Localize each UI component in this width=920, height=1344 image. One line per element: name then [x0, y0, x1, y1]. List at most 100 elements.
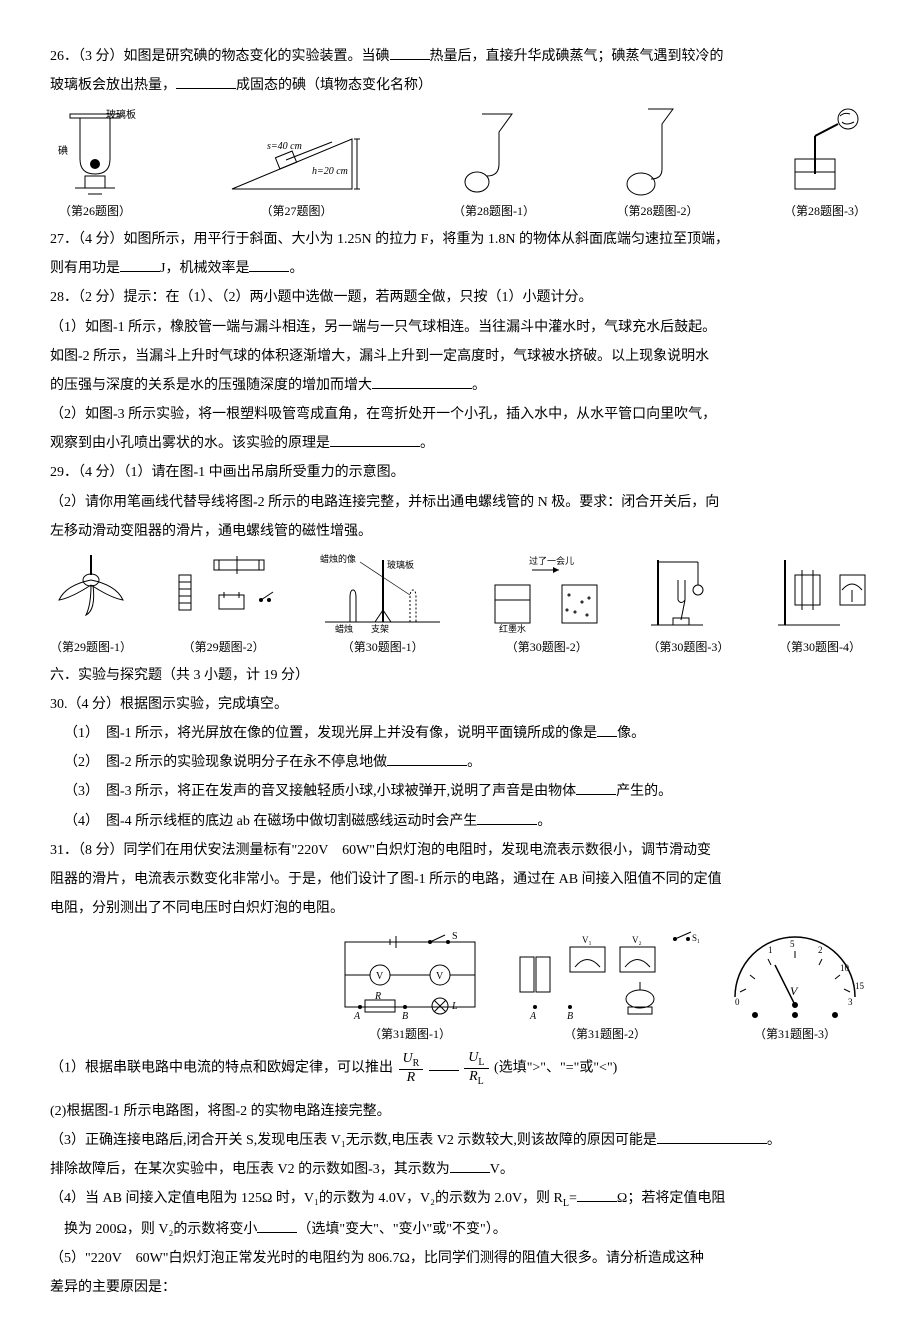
q28-l3: 如图-2 所示，当漏斗上升时气球的体积逐渐增大，漏斗上升到一定高度时，气球被水挤…	[50, 344, 870, 369]
q31b-blank3[interactable]	[657, 1129, 767, 1144]
fig-28-1: （第28题图-1）	[453, 104, 535, 223]
fig30-4-caption: （第30题图-4）	[779, 637, 861, 659]
q26-line1: 26．（3 分）如图是研究碘的物态变化的实验装置。当碘热量后，直接升华成碘蒸气；…	[50, 44, 870, 69]
q28-blank1[interactable]	[372, 374, 472, 389]
svg-text:红墨水: 红墨水	[499, 623, 526, 634]
svg-text:15: 15	[855, 981, 865, 991]
q27-tb: 则有用功是	[50, 261, 120, 276]
q31b-8: 差异的主要原因是：	[50, 1275, 870, 1300]
q31b-4b: V。	[490, 1162, 514, 1177]
q31b-5a: （4）当 AB 间接入定值电阻为 125Ω 时，V₁的示数为 4.0V，V₂的示…	[50, 1191, 563, 1206]
svg-text:R: R	[374, 991, 381, 1002]
fig31-1-caption: （第31题图-1）	[369, 1024, 451, 1046]
svg-text:蜡烛: 蜡烛	[335, 623, 353, 634]
q28-l6b: 。	[420, 436, 434, 451]
q28-blank2[interactable]	[330, 432, 420, 447]
q28-l5: （2）如图-3 所示实验，将一根塑料吸管弯成直角，在弯折处开一个小孔，插入水中，…	[50, 402, 870, 427]
q30-3b: 产生的。	[616, 784, 672, 799]
frac-ur-r: UR R	[399, 1051, 424, 1085]
q27-line1: 27．（4 分）如图所示，用平行于斜面、大小为 1.25N 的拉力 F，将重为 …	[50, 227, 870, 252]
rl-sub: L	[478, 1076, 484, 1087]
physical-circuit-icon: V₁ V₂ S₁ AB	[510, 927, 700, 1022]
q30-blank2[interactable]	[387, 751, 467, 766]
q28-l4: 的压强与深度的关系是水的压强随深度的增加而增大。	[50, 373, 870, 398]
fig-31-2: V₁ V₂ S₁ AB （第31题图-2）	[510, 927, 700, 1046]
q30-3a: （3） 图-3 所示，将正在发声的音叉接触轻质小球,小球被弹开,说明了声音是由物…	[64, 784, 576, 799]
q30-blank1[interactable]	[597, 722, 617, 737]
frac-ul-rl: UL RL	[464, 1050, 488, 1087]
ul-n: U	[468, 1050, 478, 1065]
q26-blank1[interactable]	[390, 45, 430, 60]
q30-blank4[interactable]	[477, 810, 537, 825]
svg-text:V: V	[376, 971, 384, 982]
q31b-blank5[interactable]	[577, 1187, 617, 1202]
q29-l1: 29．（4 分）（1）请在图-1 中画出吊扇所受重力的示意图。	[50, 460, 870, 485]
q29-l3: 左移动滑动变阻器的滑片，通电螺线管的磁性增强。	[50, 519, 870, 544]
svg-text:过了一会儿: 过了一会儿	[529, 555, 574, 566]
fig-30-1: 玻璃板 蜡烛 蜡烛的像 支架 （第30题图-1）	[315, 550, 450, 659]
q29-l2: （2）请你用笔画线代替导线将图-2 所示的电路连接完整，并标出通电螺线管的 N …	[50, 490, 870, 515]
voltmeter-dial-icon: 05 12 103 15 V	[720, 927, 870, 1022]
q31b-5a2: =	[569, 1191, 577, 1206]
q31b-7: （5）"220V 60W"白炽灯泡正常发光时的电阻约为 806.7Ω，比同学们测…	[50, 1246, 870, 1271]
solenoid-circuit-icon	[169, 550, 279, 635]
fig31-3-caption: （第31题图-3）	[754, 1024, 836, 1046]
q30-4a: （4） 图-4 所示线框的底边 ab 在磁场中做切割磁感线运动时会产生	[64, 814, 477, 829]
fig-29-2: （第29题图-2）	[169, 550, 279, 659]
tuning-fork-icon	[643, 550, 733, 635]
fig28-1-caption: （第28题图-1）	[453, 201, 535, 223]
q31-l3: 电阻，分别测出了不同电压时白炽灯泡的电阻。	[50, 896, 870, 921]
svg-text:h=20 cm: h=20 cm	[312, 166, 348, 177]
svg-text:支架: 支架	[371, 623, 389, 634]
q31b-blank4[interactable]	[450, 1158, 490, 1173]
q30-head: 30.（4 分）根据图示实验，完成填空。	[50, 692, 870, 717]
q31b-1b: (选填">"、"="或"<")	[494, 1060, 617, 1075]
funnel-raised-icon	[623, 104, 693, 199]
svg-text:V₁: V₁	[582, 935, 592, 945]
q31b-blank6[interactable]	[257, 1218, 297, 1233]
fig-26: 玻璃板 碘 （第26题图）	[50, 104, 140, 223]
q31b-3a: （3）正确连接电路后,闭合开关 S,发现电压表 V₁无示数,电压表 V2 示数较…	[50, 1133, 657, 1148]
q30-2b: 。	[467, 755, 481, 770]
q30-blank3[interactable]	[576, 780, 616, 795]
svg-text:S₁: S₁	[692, 933, 700, 943]
q26-text-b: 热量后，直接升华成碘蒸气；碘蒸气遇到较冷的	[430, 49, 724, 64]
fig-28-2: （第28题图-2）	[617, 104, 699, 223]
svg-text:S: S	[452, 931, 458, 942]
figure-row-2: （第29题图-1） （第29题图-2） 玻璃板 蜡烛 蜡烛的像 支架	[50, 550, 870, 659]
q30-1b: 像。	[617, 726, 645, 741]
q31b-6: 换为 200Ω，则 V₂的示数将变小（选填"变大"、"变小"或"不变"）。	[50, 1217, 870, 1242]
ul-sub: L	[478, 1057, 484, 1068]
r-d: R	[407, 1070, 416, 1085]
ur-sub: R	[413, 1058, 420, 1069]
figure-row-3: S V V R A B L （第31题图-1） V₁ V₂ S₁ AB （第31…	[50, 927, 870, 1046]
svg-text:碘: 碘	[58, 144, 68, 157]
svg-text:0: 0	[735, 997, 740, 1007]
q26-blank2[interactable]	[176, 74, 236, 89]
q30-4: （4） 图-4 所示线框的底边 ab 在磁场中做切割磁感线运动时会产生。	[50, 809, 870, 834]
svg-text:B: B	[402, 1011, 408, 1022]
fig31-2-caption: （第31题图-2）	[564, 1024, 646, 1046]
section-6: 六．实验与探究题（共 3 小题，计 19 分）	[50, 663, 870, 688]
ur-n: U	[403, 1051, 413, 1066]
fig28-2-caption: （第28题图-2）	[617, 201, 699, 223]
relation-blank[interactable]	[429, 1056, 459, 1071]
q28-l6: 观察到由小孔喷出雾状的水。该实验的原理是 。	[50, 431, 870, 456]
figure-row-1: 玻璃板 碘 （第26题图） s=40 cm h=20 cm （第27题图） （第…	[50, 104, 870, 223]
q30-2a: （2） 图-2 所示的实验现象说明分子在永不停息地做	[64, 755, 387, 770]
q26-text-c: 玻璃板会放出热量，	[50, 78, 176, 93]
fig-29-1: （第29题图-1）	[50, 550, 132, 659]
fig-31-3: 05 12 103 15 V （第31题图-3）	[720, 927, 870, 1046]
q31b-3: （3）正确连接电路后,闭合开关 S,发现电压表 V₁无示数,电压表 V2 示数较…	[50, 1128, 870, 1153]
svg-text:玻璃板: 玻璃板	[387, 559, 414, 570]
q27-blank2[interactable]	[249, 257, 289, 272]
fig26-caption: （第26题图）	[59, 201, 131, 223]
fig30-2-caption: （第30题图-2）	[506, 637, 588, 659]
fig-31-1: S V V R A B L （第31题图-1）	[330, 927, 490, 1046]
q28-l4b: 。	[472, 378, 486, 393]
q31b-6a: 换为 200Ω，则 V₂的示数将变小	[64, 1222, 257, 1237]
svg-text:A: A	[529, 1011, 537, 1022]
q28-l6a: 观察到由小孔喷出雾状的水。该实验的原理是	[50, 436, 330, 451]
q27-blank1[interactable]	[120, 257, 160, 272]
fig29-1-caption: （第29题图-1）	[50, 637, 132, 659]
